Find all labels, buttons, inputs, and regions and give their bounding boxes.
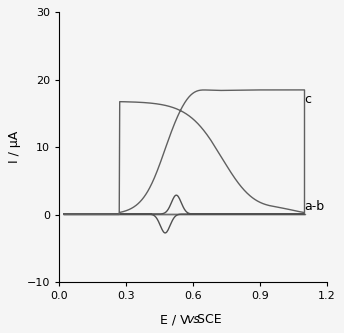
Text: E / V: E / V — [160, 313, 193, 326]
Text: c: c — [304, 93, 312, 107]
Text: SCE: SCE — [193, 313, 222, 326]
Y-axis label: I / μA: I / μA — [8, 131, 21, 164]
Text: a-b: a-b — [304, 200, 325, 213]
Text: vs: vs — [186, 313, 200, 326]
